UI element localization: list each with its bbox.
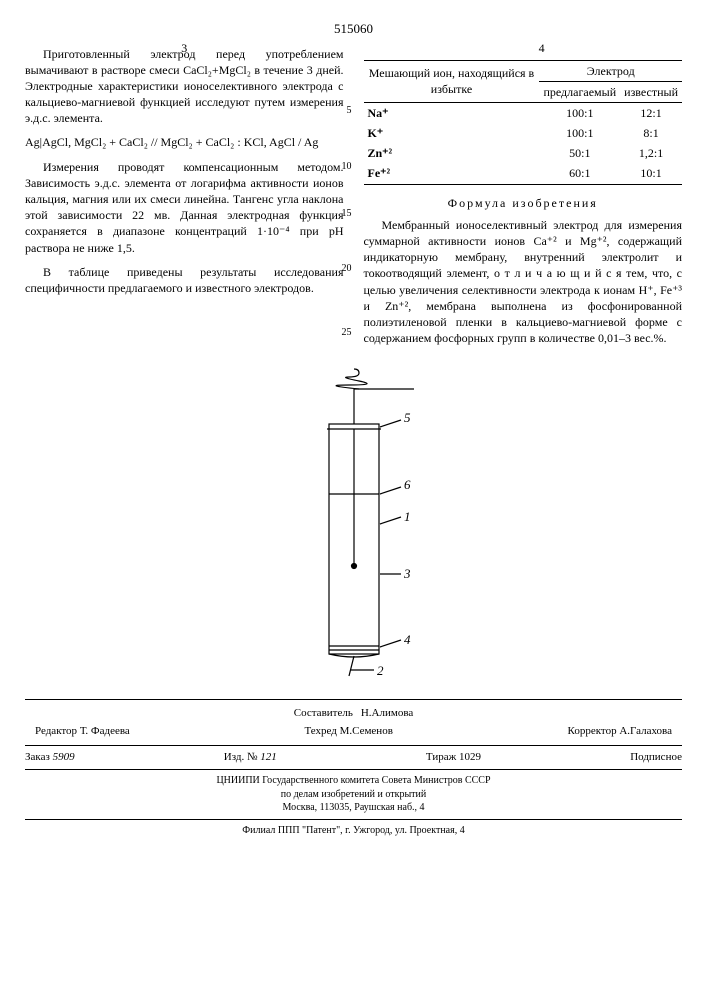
right-para-1: Мембранный ионоселективный электрод для … [364,217,683,347]
composer-name: Н.Алимова [361,706,413,721]
line-num-25: 25 [342,326,352,340]
composer-label: Составитель [294,706,353,721]
table-header-ion: Мешающий ион, находящийся в избытке [364,60,540,102]
right-column: 4 Мешающий ион, находящийся в избытке Эл… [364,46,683,355]
line-num-20: 20 [342,262,352,276]
line-num-15: 15 [342,207,352,221]
table-row: Na⁺100:112:1 [364,102,683,123]
table-header-proposed: предлагаемый [539,81,620,102]
diagram-label-3: 3 [403,566,411,581]
editor-label: Редактор [35,725,77,737]
left-para-2: Измерения проводят компенсационным метод… [25,159,344,256]
table-row: Fe⁺²60:110:1 [364,163,683,184]
editor-name: Т. Фадеева [80,725,130,737]
page-number-right: 4 [539,40,545,56]
zakaz-label: Заказ [25,751,50,763]
table-row: K⁺100:18:1 [364,123,683,143]
diagram-label-1: 1 [404,509,411,524]
left-para-3: В таблице приведены результаты исследова… [25,264,344,296]
tiraz-value: 1029 [459,751,481,763]
tiraz-label: Тираж [426,751,456,763]
footer-branch: Филиал ППП "Патент", г. Ужгород, ул. Про… [25,820,682,842]
equation: Ag|AgCl, MgCl₂ + CaCl₂ // MgCl₂ + CaCl₂ … [25,134,344,150]
left-para-1: Приготовленный электрод перед употреблен… [25,46,344,127]
text-columns: 3 Приготовленный электрод перед употребл… [25,46,682,355]
diagram-label-5: 5 [404,410,411,425]
formula-title: Формула изобретения [364,195,683,211]
line-num-10: 10 [342,160,352,174]
table-header-known: известный [620,81,682,102]
izd-label: Изд. № [224,751,258,763]
table-header-electrode: Электрод [539,60,682,81]
zakaz-value: 5909 [53,751,75,763]
page-number-left: 3 [181,40,187,56]
document-number: 515060 [25,20,682,38]
izd-value: 121 [260,751,277,763]
table-row: Zn⁺²50:11,2:1 [364,143,683,163]
techred-label: Техред [304,725,336,737]
diagram-label-2: 2 [377,663,384,678]
credits: Составитель Н.Алимова Редактор Т. Фадеев… [25,699,682,747]
footer-institute: ЦНИИПИ Государственного комитета Совета … [25,770,682,820]
diagram-label-4: 4 [404,632,411,647]
footer-order: Заказ 5909 Изд. № 121 Тираж 1029 Подписн… [25,746,682,770]
selectivity-table: Мешающий ион, находящийся в избытке Элек… [364,60,683,185]
techred-name: М.Семенов [340,725,393,737]
table-body: Na⁺100:112:1 K⁺100:18:1 Zn⁺²50:11,2:1 Fe… [364,102,683,184]
podpisnoe: Подписное [630,750,682,765]
left-column: 3 Приготовленный электрод перед употребл… [25,46,344,355]
diagram-label-6: 6 [404,477,411,492]
corrector-label: Корректор [568,725,617,737]
corrector-name: А.Галахова [619,725,672,737]
electrode-diagram: 5 6 1 3 4 2 [254,364,454,684]
diagram: 5 6 1 3 4 2 [25,364,682,688]
line-num-5: 5 [347,104,352,118]
